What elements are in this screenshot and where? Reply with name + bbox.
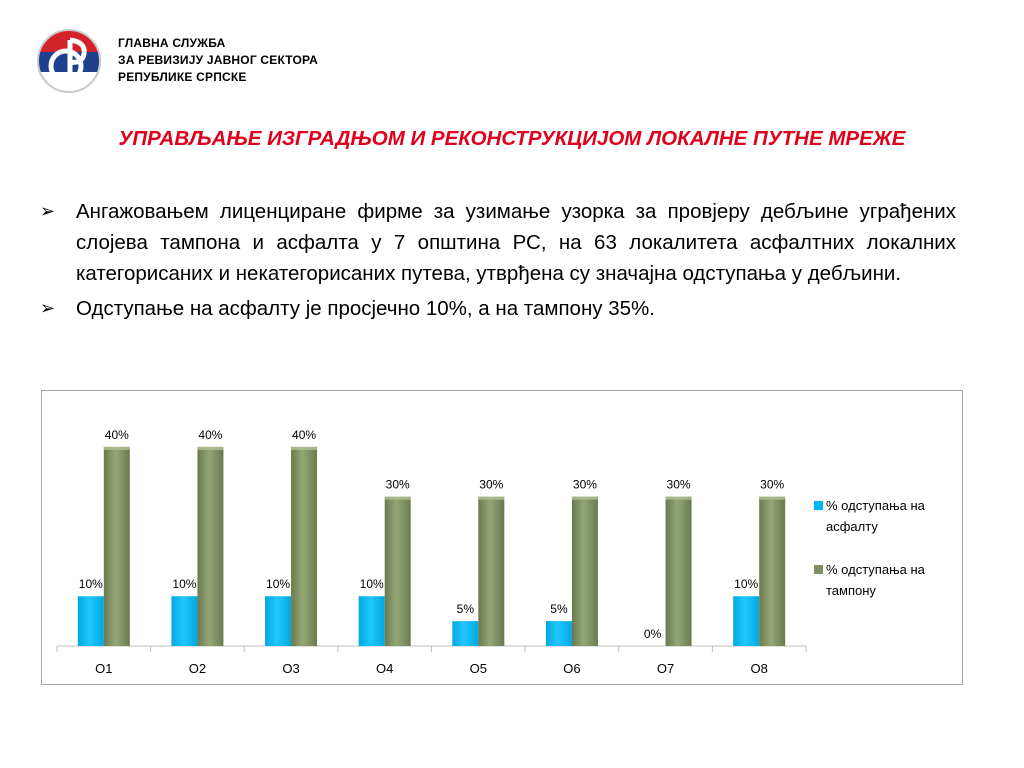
bar-tampon — [197, 446, 224, 646]
legend-label: % одступања на асфалту — [826, 498, 925, 534]
bar-top-highlight — [759, 496, 786, 500]
bullet-item: ➢ Ангажовањем лиценциране фирме за узима… — [40, 196, 956, 289]
x-tick-label: О7 — [657, 661, 674, 676]
bar-asphalt — [733, 596, 760, 646]
bar-tampon — [291, 446, 318, 646]
x-tick-label: О1 — [95, 661, 112, 676]
bar-tampon — [384, 496, 411, 646]
coat-of-arms-logo — [36, 28, 102, 94]
legend-swatch-asphalt — [814, 501, 823, 510]
bar-tampon — [103, 446, 130, 646]
bar-tampon — [478, 496, 505, 646]
bar-top-highlight — [103, 446, 130, 450]
data-label: 30% — [479, 478, 503, 492]
x-tick-label: О5 — [470, 661, 487, 676]
data-label: 5% — [550, 602, 568, 616]
bar-asphalt — [452, 621, 479, 646]
bar-asphalt — [171, 596, 198, 646]
org-line: ГЛАВНА СЛУЖБА — [118, 36, 226, 50]
bar-top-highlight — [478, 496, 505, 500]
x-tick-label: О2 — [189, 661, 206, 676]
bar-asphalt — [358, 596, 385, 646]
data-label: 10% — [172, 577, 196, 591]
legend-swatch-tampon — [814, 565, 823, 574]
data-label: 30% — [760, 478, 784, 492]
bar-tampon — [759, 496, 786, 646]
arrow-bullet-icon: ➢ — [40, 298, 56, 318]
bullet-list: ➢ Ангажовањем лиценциране фирме за узима… — [40, 196, 956, 324]
org-line: РЕПУБЛИКЕ СРПСКЕ — [118, 70, 247, 84]
x-tick-label: О8 — [751, 661, 768, 676]
org-line: ЗА РЕВИЗИЈУ ЈАВНОГ СЕКТОРА — [118, 53, 319, 67]
data-label: 30% — [667, 478, 691, 492]
data-label: 40% — [198, 428, 222, 442]
bar-asphalt — [265, 596, 292, 646]
chart-legend: % одступања на асфалту % одступања на та… — [812, 495, 962, 601]
data-label: 30% — [386, 478, 410, 492]
data-label: 10% — [734, 577, 758, 591]
data-label: 10% — [360, 577, 384, 591]
legend-item-tampon: % одступања на тампону — [812, 559, 962, 601]
legend-item-asphalt: % одступања на асфалту — [812, 495, 962, 537]
bar-tampon — [665, 496, 692, 646]
bar-tampon — [571, 496, 598, 646]
bullet-text: Ангажовањем лиценциране фирме за узимање… — [76, 200, 956, 285]
data-label: 0% — [644, 627, 662, 641]
organization-name: ГЛАВНА СЛУЖБА ЗА РЕВИЗИЈУ ЈАВНОГ СЕКТОРА… — [118, 35, 318, 86]
bar-top-highlight — [665, 496, 692, 500]
x-tick-label: О4 — [376, 661, 393, 676]
data-label: 5% — [457, 602, 475, 616]
data-label: 40% — [105, 428, 129, 442]
bar-top-highlight — [571, 496, 598, 500]
bar-asphalt — [545, 621, 572, 646]
bullet-text: Одступање на асфалту је просјечно 10%, а… — [76, 297, 655, 320]
bar-top-highlight — [291, 446, 318, 450]
slide-title: УПРАВЉАЊЕ ИЗГРАДЊОМ И РЕКОНСТРУКЦИЈОМ ЛО… — [118, 127, 906, 150]
bar-chart: 10% 40% О1 10% 40% О2 10% 40% О3 10% 30% О4 5% 30% О5 5… — [41, 390, 963, 685]
data-label: 30% — [573, 478, 597, 492]
x-tick-label: О6 — [563, 661, 580, 676]
data-label: 10% — [266, 577, 290, 591]
bar-top-highlight — [384, 496, 411, 500]
data-label: 40% — [292, 428, 316, 442]
legend-label: % одступања на тампону — [826, 562, 925, 598]
bullet-item: ➢ Одступање на асфалту је просјечно 10%,… — [40, 293, 956, 324]
bar-asphalt — [77, 596, 104, 646]
bar-top-highlight — [197, 446, 224, 450]
chart-plot: 10% 40% О1 10% 40% О2 10% 40% О3 10% 30% О4 5% 30% О5 5… — [56, 428, 807, 676]
data-label: 10% — [79, 577, 103, 591]
arrow-bullet-icon: ➢ — [40, 201, 56, 221]
x-tick-label: О3 — [282, 661, 299, 676]
